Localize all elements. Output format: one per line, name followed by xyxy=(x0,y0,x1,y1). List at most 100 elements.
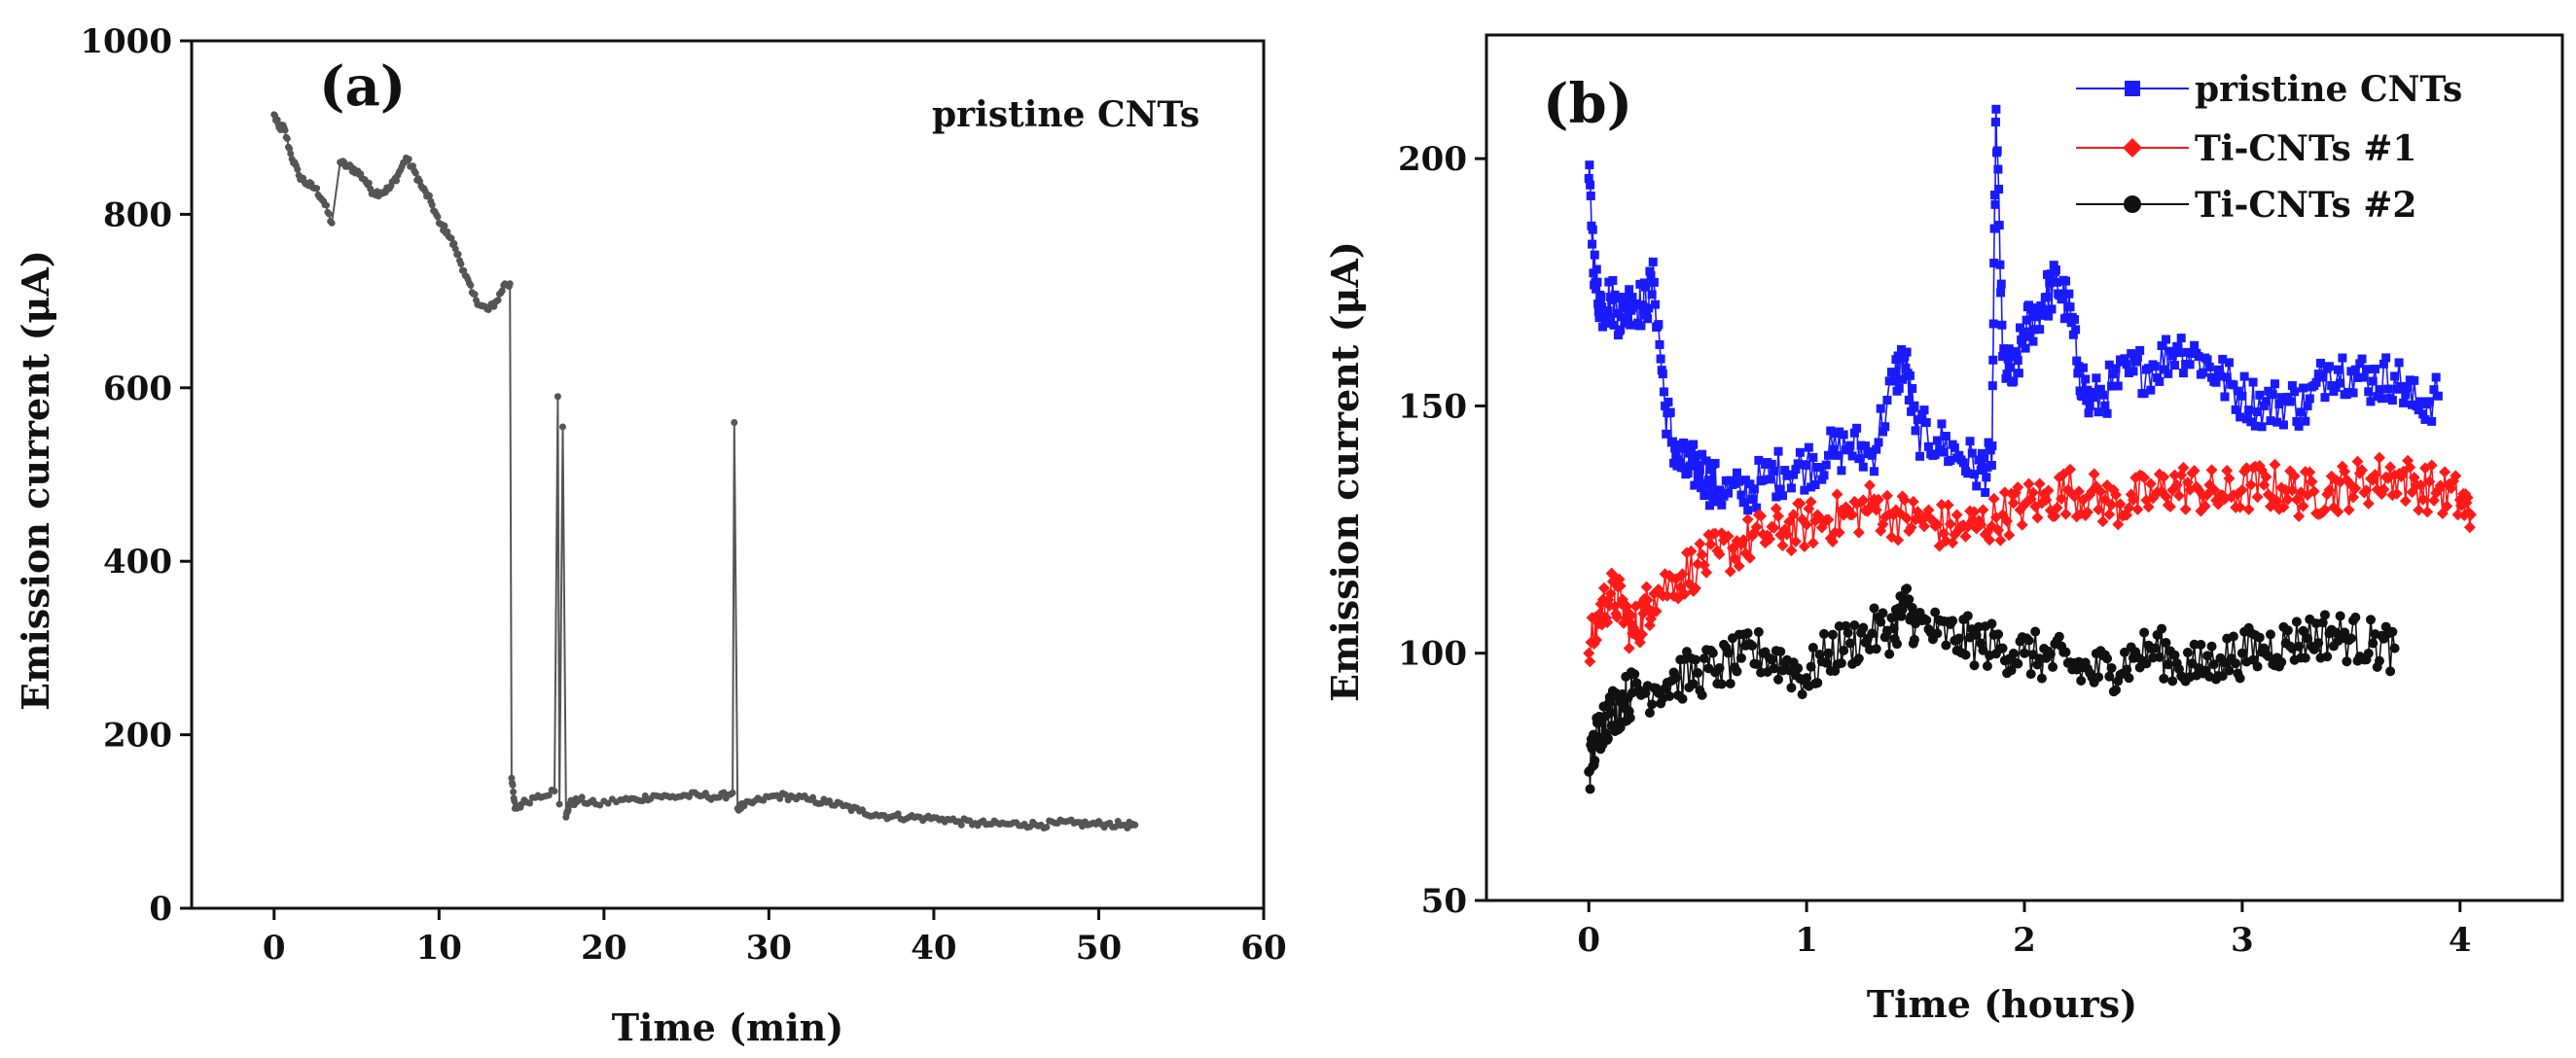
panel-b-point-ti-cnts-1 xyxy=(1864,479,1877,492)
panel-b-point-ti-cnts-1 xyxy=(2351,455,2364,468)
panel-b-point-ti-cnts-1 xyxy=(2450,470,2462,482)
panel-b-point-pristine-cnts xyxy=(1958,458,1968,468)
panel-b-x-tick-label: 3 xyxy=(2231,921,2254,960)
panel-b-point-pristine-cnts xyxy=(1987,381,1997,391)
panel-b-point-pristine-cnts xyxy=(2001,373,2011,383)
panel-b-point-pristine-cnts xyxy=(2338,353,2347,363)
panel-b-point-pristine-cnts xyxy=(2333,365,2343,374)
panel-b-point-pristine-cnts xyxy=(2348,388,2358,398)
panel-b-point-ti-cnts-2 xyxy=(2202,651,2213,661)
panel-b-point-ti-cnts-2 xyxy=(1907,602,1917,613)
panel-b-point-pristine-cnts xyxy=(2359,372,2369,382)
panel-b-point-ti-cnts-2 xyxy=(2385,666,2396,677)
panel-b-point-pristine-cnts xyxy=(1649,277,1659,287)
panel-b-ticks: 0 1 2 3 4 50 100 150 200 xyxy=(1398,140,2472,960)
panel-a-point-pristine-cnts xyxy=(325,210,333,218)
panel-a-point-pristine-cnts xyxy=(509,781,517,789)
panel-b-point-ti-cnts-1 xyxy=(1826,535,1839,547)
panel-b-point-pristine-cnts xyxy=(2162,335,2171,344)
panel-b-point-pristine-cnts xyxy=(1640,282,1650,292)
panel-b-point-pristine-cnts xyxy=(1970,470,1980,479)
panel-a-point-pristine-cnts xyxy=(498,287,506,295)
panel-b-point-ti-cnts-2 xyxy=(1843,627,1853,638)
panel-b-point-ti-cnts-2 xyxy=(1869,603,1879,614)
panel-b-point-ti-cnts-2 xyxy=(1884,649,1895,659)
panel-b-point-ti-cnts-2 xyxy=(2182,648,2193,658)
panel-b-point-ti-cnts-2 xyxy=(2319,610,2330,620)
panel-b-point-pristine-cnts xyxy=(1647,290,1657,300)
panel-b-point-pristine-cnts xyxy=(1694,473,1703,482)
panel-a-point-pristine-cnts xyxy=(776,794,784,802)
panel-b-point-pristine-cnts xyxy=(2127,349,2136,359)
panel-a-series-layer xyxy=(270,111,1139,832)
panel-b-point-ti-cnts-1 xyxy=(2212,498,2225,511)
panel-b-point-ti-cnts-2 xyxy=(2263,651,2273,661)
panel-b-x-tick-label: 0 xyxy=(1577,921,1600,960)
panel-b-point-ti-cnts-2 xyxy=(1878,608,1888,618)
panel-a-y-tick-label: 400 xyxy=(103,543,172,582)
panel-a-x-tick-label: 0 xyxy=(263,929,286,968)
panel-b-point-ti-cnts-2 xyxy=(1732,666,1742,677)
panel-b-point-ti-cnts-1 xyxy=(2059,508,2072,520)
panel-b-point-ti-cnts-1 xyxy=(1798,540,1810,552)
panel-b-point-pristine-cnts xyxy=(1690,480,1699,490)
panel-b-point-ti-cnts-1 xyxy=(2138,472,2151,484)
panel-b-point-pristine-cnts xyxy=(2431,372,2441,382)
panel-b-point-pristine-cnts xyxy=(2336,378,2345,388)
panel-b-point-pristine-cnts xyxy=(2357,354,2367,364)
panel-b-point-pristine-cnts xyxy=(1845,441,1855,450)
panel-b-point-pristine-cnts xyxy=(2427,416,2437,426)
panel-b-y-tick: 150 xyxy=(1398,387,1486,426)
panel-b-point-pristine-cnts xyxy=(1648,257,1658,266)
panel-a-point-pristine-cnts xyxy=(1111,823,1119,830)
panel-b-point-ti-cnts-1 xyxy=(1922,504,1935,516)
panel-b-point-ti-cnts-2 xyxy=(1821,657,1832,668)
panel-b-point-pristine-cnts xyxy=(1876,404,1885,413)
panel-b-point-pristine-cnts xyxy=(2025,332,2035,341)
panel-b-point-pristine-cnts xyxy=(2278,420,2288,430)
panel-a-x-tick-label: 50 xyxy=(1076,929,1122,968)
panel-b-point-ti-cnts-1 xyxy=(2425,459,2438,472)
panel-b-point-pristine-cnts xyxy=(2424,397,2434,406)
panel-b-point-pristine-cnts xyxy=(2085,401,2094,410)
panel-b-point-pristine-cnts xyxy=(2005,363,2015,372)
panel-b-point-pristine-cnts xyxy=(1800,485,1809,495)
panel-b-point-ti-cnts-2 xyxy=(2030,626,2041,637)
panel-b-point-ti-cnts-2 xyxy=(1948,616,1958,626)
panel-b-point-ti-cnts-2 xyxy=(2252,661,2263,672)
panel-a-point-pristine-cnts xyxy=(294,165,302,173)
panel-b-point-pristine-cnts xyxy=(2038,305,2048,315)
panel-b-point-pristine-cnts xyxy=(1921,418,1931,428)
panel-b-point-ti-cnts-2 xyxy=(2363,648,2374,658)
panel-b-point-pristine-cnts xyxy=(2092,373,2101,383)
legend-text-ti-cnts-2: Ti-CNTs #2 xyxy=(2195,185,2416,226)
panel-b-point-pristine-cnts xyxy=(2364,387,2374,397)
panel-b-point-pristine-cnts xyxy=(2069,315,2079,325)
panel-b-point-pristine-cnts xyxy=(1596,292,1606,301)
panel-b-point-ti-cnts-1 xyxy=(2056,492,2068,505)
panel-b-point-pristine-cnts xyxy=(2072,356,2082,366)
panel-a-series-pristine-cnts xyxy=(270,111,1139,832)
panel-b-point-pristine-cnts xyxy=(2139,389,2149,399)
panel-b-point-ti-cnts-1 xyxy=(2463,521,2476,534)
panel-b-point-ti-cnts-2 xyxy=(1590,756,1600,766)
panel-a-point-pristine-cnts xyxy=(506,280,514,288)
legend-entry-pristine-cnts: pristine CNTs xyxy=(2076,69,2462,110)
panel-a-point-pristine-cnts xyxy=(441,222,448,229)
panel-a-point-pristine-cnts xyxy=(283,134,291,142)
panel-b-point-ti-cnts-1 xyxy=(2451,509,2464,521)
panel-b-point-ti-cnts-1 xyxy=(2064,463,2077,476)
panel-a-y-tick: 800 xyxy=(103,195,192,234)
panel-b-point-pristine-cnts xyxy=(1901,363,1911,372)
panel-b-point-pristine-cnts xyxy=(1754,455,1764,465)
panel-b-point-pristine-cnts xyxy=(1870,467,1879,476)
panel-b-point-ti-cnts-1 xyxy=(1892,534,1905,547)
panel-b-point-ti-cnts-2 xyxy=(1858,622,1869,633)
panel-b-point-pristine-cnts xyxy=(2004,344,2014,354)
panel-b-point-ti-cnts-1 xyxy=(2031,511,2044,524)
panel-b-point-pristine-cnts xyxy=(2231,405,2240,414)
panel-b-point-ti-cnts-2 xyxy=(1982,660,1992,671)
panel-b-point-ti-cnts-1 xyxy=(2165,501,2177,513)
panel-b-point-ti-cnts-2 xyxy=(1836,658,1846,669)
panel-b-point-ti-cnts-1 xyxy=(2051,502,2063,514)
